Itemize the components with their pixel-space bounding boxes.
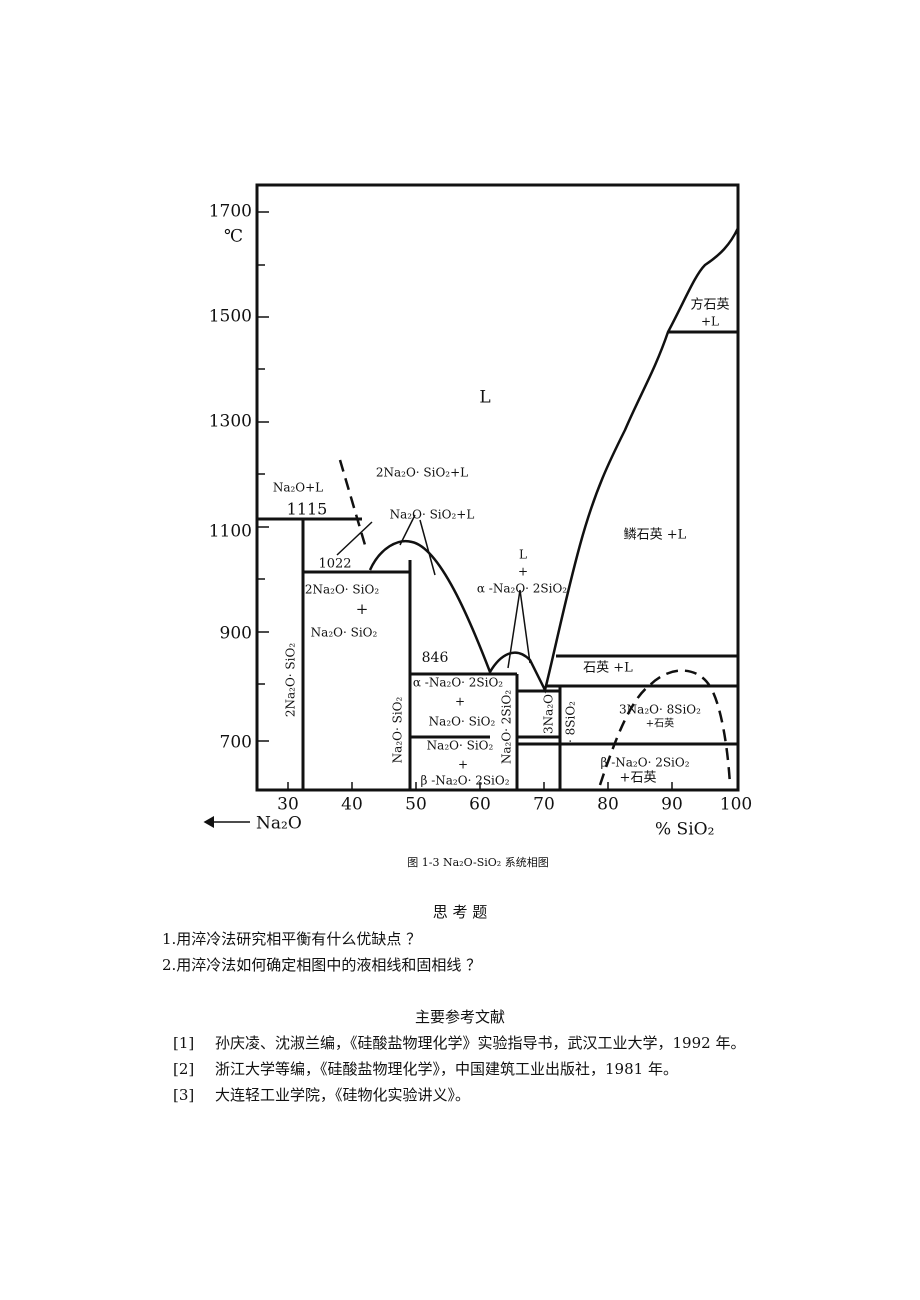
region-label: Na₂O· SiO₂: [429, 715, 496, 729]
y-tick-label: 1300: [209, 412, 252, 432]
region-label: β -Na₂O· 2SiO₂: [600, 756, 689, 770]
region-label: 1115: [287, 500, 328, 519]
x-right-label: % SiO₂: [655, 820, 714, 840]
region-label: +石英: [620, 771, 657, 786]
dashed-curve: [338, 459, 367, 546]
x-left-label: Na₂O: [256, 814, 302, 834]
region-label: 2Na₂O· SiO₂+L: [376, 466, 468, 480]
region-label: 846: [422, 650, 449, 666]
dashed-dome: [598, 669, 732, 786]
x-tick-label: 40: [341, 795, 363, 815]
region-label: +: [518, 565, 528, 579]
x-tick-label: 60: [469, 795, 491, 815]
ref-num: [3]: [173, 1086, 194, 1104]
x-tick-label: 80: [597, 795, 619, 815]
region-label: Na₂O+L: [273, 481, 323, 495]
question: 1.用淬冷法研究相平衡有什么优缺点 ？: [162, 930, 421, 948]
y-unit: ℃: [224, 227, 243, 247]
arrows: [205, 514, 531, 822]
section-title: 主要参考文献: [415, 1008, 505, 1026]
axis-ticks: [257, 211, 673, 790]
region-label: +: [455, 695, 465, 709]
x-tick-label: 50: [405, 795, 427, 815]
region-label: Na₂O· SiO₂: [427, 739, 494, 753]
region-label: Na₂O· SiO₂+L: [390, 508, 475, 522]
region-label: +石英: [646, 717, 674, 730]
ref-text: 大连轻工业学院，《硅物化实验讲义》。: [215, 1086, 470, 1104]
region-label: Na₂O· SiO₂: [311, 626, 378, 640]
region-label: · 8SiO₂: [564, 701, 578, 743]
region-label: 1022: [318, 557, 351, 572]
ref-text: 浙江大学等编，《硅酸盐物理化学》，中国建筑工业出版社，1981 年。: [215, 1060, 678, 1078]
region-label: +L: [701, 315, 719, 329]
region-label: L: [519, 548, 527, 562]
x-tick-label: 100: [720, 795, 752, 815]
region-label: 石英 +L: [583, 661, 633, 676]
region-label: Na₂O· 2SiO₂: [500, 690, 514, 764]
y-tick-label: 1700: [209, 202, 252, 222]
region-label: Na₂O· SiO₂: [391, 696, 405, 763]
y-tick-label: 900: [220, 624, 252, 644]
frame: [255, 183, 740, 792]
section-title: 思 考 题: [433, 903, 488, 921]
x-tick-label: 30: [277, 795, 299, 815]
region-label: 方石英: [690, 297, 729, 313]
region-label: 鳞石英 +L: [624, 528, 687, 543]
ref-text: 孙庆凌、沈淑兰编，《硅酸盐物理化学》实验指导书，武汉工业大学，1992 年。: [215, 1034, 745, 1052]
ref-num: [1]: [173, 1034, 194, 1052]
region-label: α -Na₂O· 2SiO₂: [477, 582, 567, 596]
region-label: +: [458, 758, 468, 772]
y-tick-label: 700: [220, 733, 252, 753]
y-tick-label: 1100: [209, 522, 252, 542]
region-label: 2Na₂O· SiO₂: [305, 583, 379, 597]
caption: 图 1-3 Na₂O-SiO₂ 系统相图: [407, 856, 548, 869]
region-label: β -Na₂O· 2SiO₂: [420, 774, 509, 788]
phase-diagram: 1700 1500 1300 1100 900 700 ℃ 30 40 50 6…: [205, 183, 752, 869]
liquidus: [368, 227, 740, 694]
region-label: 3Na₂O· 8SiO₂: [619, 703, 701, 717]
phase-lines: [257, 330, 738, 790]
region-label: L: [479, 388, 490, 408]
y-tick-label: 1500: [209, 307, 252, 327]
x-tick-label: 70: [533, 795, 555, 815]
region-label: 2Na₂O· SiO₂: [284, 643, 298, 717]
question: 2.用淬冷法如何确定相图中的液相线和固相线 ？: [162, 956, 481, 974]
ref-num: [2]: [173, 1060, 194, 1078]
x-tick-label: 90: [661, 795, 683, 815]
region-label: +: [356, 600, 369, 618]
region-label: 3Na₂O: [542, 694, 556, 734]
region-label: α -Na₂O· 2SiO₂: [413, 676, 503, 690]
